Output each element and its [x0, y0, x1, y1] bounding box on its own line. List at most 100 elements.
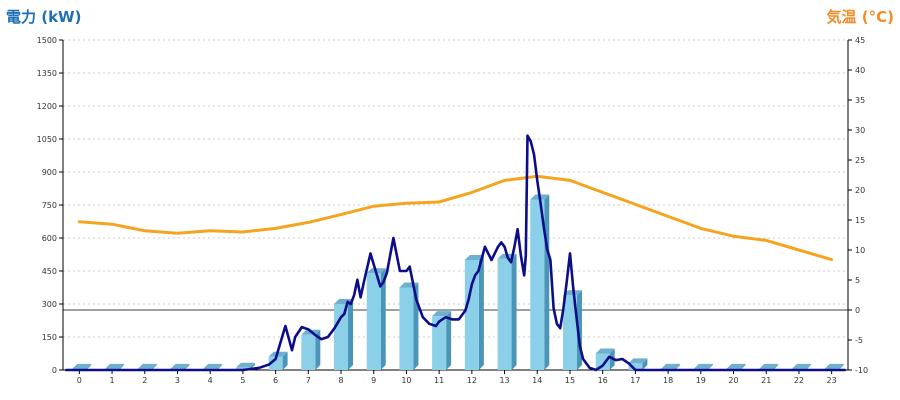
bar-front — [464, 260, 479, 370]
right-tick-label: 35 — [855, 96, 865, 105]
right-tick-label: 40 — [855, 66, 865, 75]
bar-side — [315, 329, 321, 370]
bar-side — [446, 311, 452, 370]
bar — [334, 299, 354, 370]
bar-side — [119, 363, 125, 370]
left-tick-label: 450 — [42, 267, 57, 276]
bar-side — [478, 255, 484, 370]
left-tick-label: 150 — [42, 333, 57, 342]
x-tick-label: 10 — [401, 376, 411, 385]
left-tick-label: 1050 — [37, 135, 57, 144]
left-tick-label: 600 — [42, 234, 57, 243]
bar-top — [464, 255, 484, 260]
bar-side — [380, 268, 386, 370]
bar-side — [773, 363, 779, 370]
bar — [595, 348, 615, 370]
x-tick-label: 7 — [306, 376, 311, 385]
bar-top — [628, 358, 648, 364]
x-tick-label: 4 — [208, 376, 213, 385]
x-tick-label: 8 — [338, 376, 343, 385]
bar-side — [642, 358, 648, 370]
x-tick-label: 16 — [598, 376, 608, 385]
bar-front — [562, 295, 577, 370]
x-tick-label: 5 — [240, 376, 245, 385]
x-tick-label: 21 — [761, 376, 771, 385]
bar — [464, 255, 484, 370]
x-tick-label: 20 — [728, 376, 738, 385]
x-tick-label: 18 — [663, 376, 673, 385]
bar-top — [235, 362, 255, 368]
bar-front — [595, 353, 610, 370]
left-tick-label: 1350 — [37, 69, 57, 78]
x-tick-label: 3 — [175, 376, 180, 385]
x-tick-label: 22 — [794, 376, 804, 385]
bar-side — [805, 363, 811, 370]
bar-front — [366, 273, 381, 370]
bar-side — [544, 194, 550, 370]
temperature-line — [77, 174, 834, 262]
x-tick-label: 17 — [630, 376, 640, 385]
bar — [268, 351, 288, 370]
bar-top — [203, 363, 223, 369]
bar — [530, 194, 550, 370]
x-axis-ticks: 0 1 2 3 4 5 6 7 8 9 10 11 12 13 14 15 16 17 18 19 20 21 22 23 — [77, 370, 837, 385]
x-tick-label: 11 — [434, 376, 444, 385]
left-tick-label: 1500 — [37, 36, 57, 45]
right-tick-label: -5 — [855, 336, 863, 345]
bar-side — [184, 363, 190, 370]
x-tick-label: 1 — [110, 376, 115, 385]
bar-top — [726, 363, 746, 369]
bar-top — [791, 363, 811, 369]
bar-top — [72, 363, 92, 369]
bar-top — [137, 363, 157, 369]
x-tick-label: 15 — [565, 376, 575, 385]
bar-top — [759, 363, 779, 369]
bar-top — [693, 363, 713, 369]
bar-top — [170, 363, 190, 369]
right-tick-label: 30 — [855, 126, 865, 135]
gridlines — [63, 39, 848, 338]
bar-top — [661, 363, 681, 369]
right-tick-label: 25 — [855, 156, 865, 165]
bar-side — [511, 253, 517, 370]
right-axis-title: 気温 (°C) — [827, 8, 894, 26]
left-tick-label: 750 — [42, 201, 57, 210]
bar-side — [675, 363, 681, 370]
x-tick-label: 0 — [77, 376, 82, 385]
right-tick-label: 20 — [855, 186, 865, 195]
bar — [366, 268, 386, 370]
line-series — [65, 134, 846, 372]
bar-top — [595, 348, 615, 354]
bar-top — [105, 363, 125, 369]
bar-top — [824, 363, 844, 369]
left-axis-title: 電力 (kW) — [6, 8, 81, 26]
x-tick-label: 12 — [467, 376, 477, 385]
right-tick-label: 10 — [855, 246, 865, 255]
x-tick-label: 6 — [273, 376, 278, 385]
bar-front — [497, 258, 512, 370]
bar-front — [334, 304, 349, 370]
left-tick-label: 0 — [52, 366, 57, 375]
right-tick-label: -10 — [855, 366, 868, 375]
right-axis-ticks: -10 -5 0 5 10 15 20 25 30 35 40 45 — [848, 36, 868, 375]
right-tick-label: 15 — [855, 216, 865, 225]
bar-side — [348, 299, 354, 370]
bar — [432, 311, 452, 370]
bar-side — [740, 363, 746, 370]
x-tick-label: 13 — [499, 376, 509, 385]
bar-front — [268, 356, 283, 370]
right-tick-label: 0 — [855, 306, 860, 315]
bar-side — [217, 363, 223, 370]
bar — [497, 253, 517, 370]
left-tick-label: 900 — [42, 168, 57, 177]
bar-front — [530, 199, 545, 370]
bar-side — [151, 363, 157, 370]
power-line — [65, 134, 846, 372]
bar-series — [72, 194, 844, 370]
bar — [562, 290, 582, 370]
x-tick-label: 23 — [827, 376, 837, 385]
bar-front — [301, 334, 316, 370]
right-tick-label: 45 — [855, 36, 865, 45]
bar-top — [432, 311, 452, 317]
